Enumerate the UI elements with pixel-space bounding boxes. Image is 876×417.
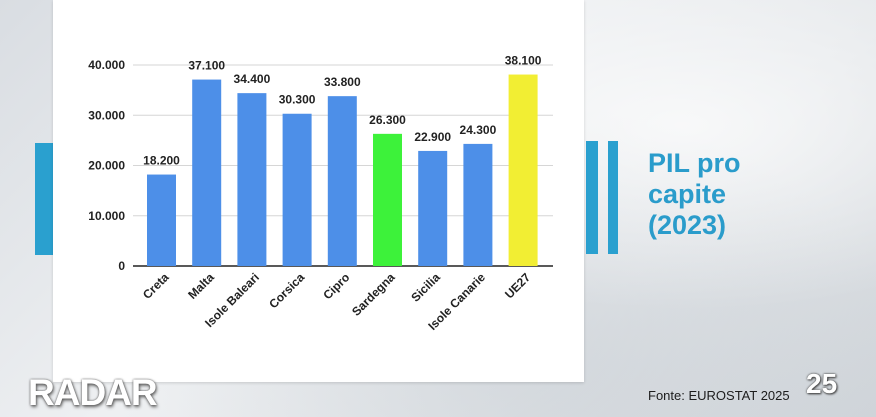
bar: [147, 174, 176, 266]
data-label: 34.400: [234, 72, 271, 86]
bar: [282, 113, 312, 267]
data-label: 24.300: [460, 123, 497, 137]
slide-title: PIL pro capite (2023): [648, 148, 808, 241]
data-label: 37.100: [188, 59, 225, 73]
accent-bar-right: [586, 141, 598, 254]
data-label: 22.900: [414, 130, 451, 144]
title-line-2: capite: [648, 179, 727, 209]
x-tick-label: Malta: [185, 270, 217, 302]
bar: [418, 150, 448, 266]
bar: [463, 143, 493, 266]
bar-chart: 0 10.000 20.000 30.000 40.000 18.200 Creta 37.1…: [88, 54, 553, 333]
y-tick-label: 40.000: [88, 58, 125, 72]
bar: [508, 74, 538, 266]
y-tick-label: 30.000: [88, 108, 125, 122]
data-label: 30.300: [279, 93, 316, 107]
x-tick-label: UE27: [502, 270, 533, 301]
title-line-1: PIL pro: [648, 148, 741, 178]
bar: [192, 79, 222, 266]
data-label: 33.800: [324, 75, 361, 89]
chart-panel: 0 10.000 20.000 30.000 40.000 18.200 Creta 37.1…: [53, 0, 584, 382]
page-number: 25: [806, 368, 838, 399]
y-tick-label: 20.000: [88, 159, 125, 173]
radar-logo: RADAR: [28, 372, 158, 413]
source-note: Fonte: EUROSTAT 2025: [648, 388, 790, 403]
title-line-3: (2023): [648, 210, 727, 240]
bar: [237, 93, 267, 266]
x-tick-label: Sardegna: [349, 270, 398, 319]
data-label: 26.300: [369, 113, 406, 127]
x-tick-label: Sicilia: [408, 270, 443, 305]
x-tick-label: Cipro: [320, 270, 352, 302]
data-label: 38.100: [505, 54, 542, 68]
x-tick-label: Creta: [140, 270, 172, 302]
data-label: 18.200: [143, 154, 180, 168]
bar: [373, 133, 402, 266]
x-tick-label: Corsica: [266, 270, 307, 311]
bar: [327, 96, 357, 266]
y-tick-label: 0: [118, 259, 125, 273]
accent-bar-left: [35, 143, 53, 255]
y-tick-label: 10.000: [88, 209, 125, 223]
accent-bar-right-2: [608, 141, 618, 254]
